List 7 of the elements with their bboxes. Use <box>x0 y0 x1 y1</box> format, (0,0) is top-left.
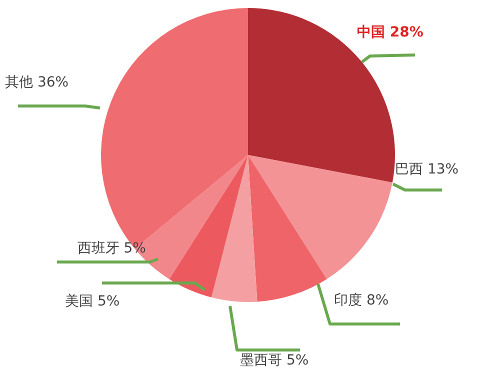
slice-label: 美国 5% <box>65 294 120 310</box>
slice-label: 中国 28% <box>357 24 424 41</box>
slice-label: 其他 36% <box>5 74 69 91</box>
slice-label: 巴西 13% <box>395 162 459 178</box>
slice-label: 印度 8% <box>334 292 389 309</box>
slice-label: 墨西哥 5% <box>240 352 309 369</box>
slice-label: 西班牙 5% <box>77 240 146 257</box>
